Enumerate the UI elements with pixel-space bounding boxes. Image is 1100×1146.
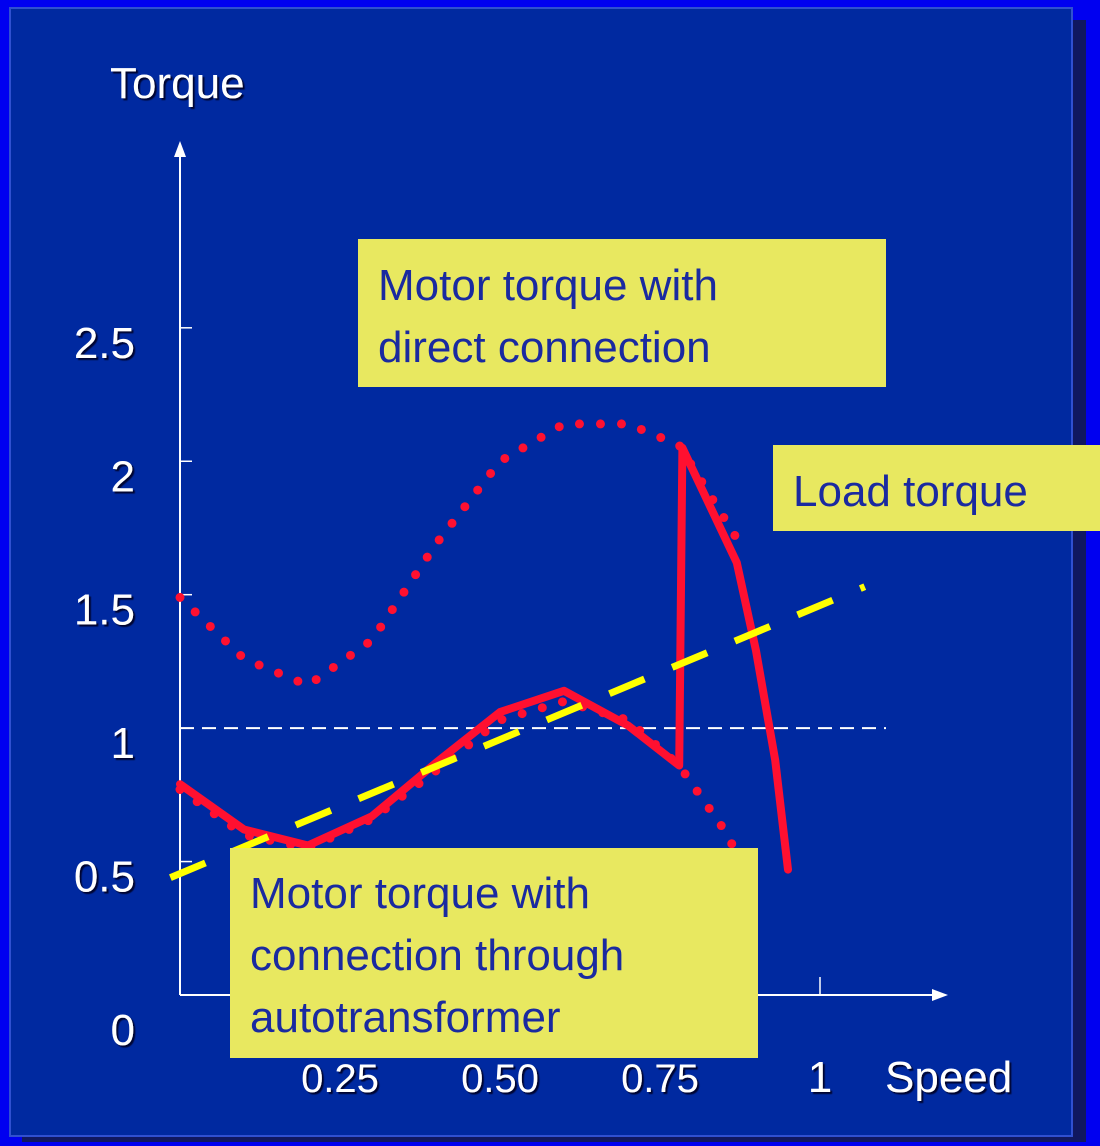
y-tick-label: 1	[111, 719, 135, 768]
y-tick-label: 1.5	[74, 586, 135, 635]
y-tick-label: 0.5	[74, 853, 135, 902]
y-tick-label: 2	[111, 452, 135, 501]
annotation-text: connection through	[250, 931, 624, 980]
plot: 0 0.5 1 1.5 2 2.5 0.25 0.50 0.75 1	[74, 141, 948, 1102]
y-tick-label: 0	[111, 1006, 135, 1055]
annotation-text: direct connection	[378, 323, 711, 372]
x-tick-label: 0.75	[621, 1057, 699, 1101]
annotation-box	[773, 445, 1100, 531]
annotation-text: autotransformer	[250, 993, 561, 1042]
annotation-box	[230, 848, 758, 1058]
y-tick-label: 2.5	[74, 319, 135, 368]
y-axis-label: Torque	[110, 59, 245, 108]
annotation-box	[358, 239, 886, 387]
annotation: Motor torque with direct connection	[358, 239, 886, 387]
annotation-text: Load torque	[793, 467, 1028, 516]
series-line	[175, 419, 742, 691]
series-line	[169, 583, 867, 881]
annotation-text: Motor torque with	[378, 261, 718, 310]
x-axis-arrow	[932, 989, 948, 1001]
x-tick-label: 0.50	[461, 1057, 539, 1101]
annotation-text: Motor torque with	[250, 869, 590, 918]
y-axis-arrow	[174, 141, 186, 157]
x-tick-label: 1	[808, 1053, 832, 1102]
annotation: Motor torque with connection through autot…	[230, 848, 758, 1058]
x-axis-label: Speed	[885, 1053, 1012, 1102]
annotation: Load torque	[773, 445, 1100, 531]
x-tick-label: 0.25	[301, 1057, 379, 1101]
